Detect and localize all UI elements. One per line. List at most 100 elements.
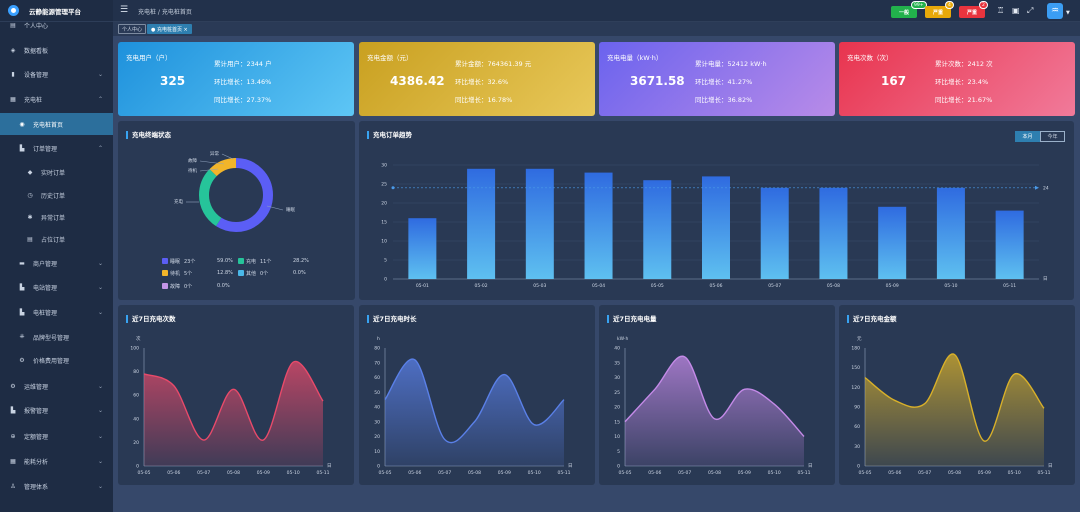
x-tick-label: 05-06 xyxy=(888,470,901,476)
seg-year[interactable]: 今年 xyxy=(1040,131,1065,142)
stat-total: 累计次数：2412 次 xyxy=(935,60,993,68)
alarm-badge[interactable]: 严重 xyxy=(925,6,951,18)
unit-label: kW·h xyxy=(617,336,628,342)
stat-yoy: 同比增长：36.82% xyxy=(695,96,753,104)
pie-slice[interactable] xyxy=(199,158,273,232)
x-tick-label: 05-09 xyxy=(257,470,270,476)
stat-yoy: 同比增长：16.78% xyxy=(455,96,513,104)
x-tick-label: 05-07 xyxy=(918,470,931,476)
series-line[interactable] xyxy=(624,355,805,437)
series-line[interactable] xyxy=(143,361,324,441)
chevron-icon: ⌄ xyxy=(97,432,103,440)
x-tick-label: 05-03 xyxy=(533,283,546,289)
sidebar-item[interactable]: ⚙ 运维管理 ⌄ xyxy=(0,375,113,397)
qrcode-icon[interactable]: ▣ xyxy=(1012,6,1020,15)
shirt-icon[interactable]: ♖ xyxy=(997,6,1005,15)
menu-icon: ◉ xyxy=(19,120,25,128)
sidebar-item[interactable]: ▤ 个人中心 xyxy=(0,14,113,36)
legend-swatch xyxy=(162,283,168,289)
sidebar-item[interactable]: ✱ 异常订单 xyxy=(0,206,113,228)
legend-count: 5个 xyxy=(184,271,193,277)
bar[interactable] xyxy=(702,176,730,279)
x-axis-label: 日 xyxy=(1048,463,1053,469)
sidebar-item[interactable]: ⎈ 品牌型号管理 xyxy=(0,326,113,348)
sidebar-item[interactable]: ◉ 充电桩首页 xyxy=(0,113,113,135)
stat-yoy: 同比增长：27.37% xyxy=(214,96,272,104)
x-tick-label: 05-08 xyxy=(948,470,961,476)
fullscreen-icon[interactable]: ⤢ xyxy=(1027,6,1034,15)
x-axis-label: 日 xyxy=(568,463,573,469)
y-tick-label: 20 xyxy=(614,405,620,411)
bar[interactable] xyxy=(467,168,496,279)
menu-icon: ▙ xyxy=(19,283,25,291)
bar[interactable] xyxy=(760,187,789,279)
sidebar-item[interactable]: ▦ 充电桩 ⌃ xyxy=(0,88,113,110)
sidebar-item[interactable]: ▮ 设备管理 ⌄ xyxy=(0,63,113,85)
sidebar-item[interactable]: ▙ 订单管理 ⌃ xyxy=(0,137,113,159)
sidebar-item[interactable]: ▤ 占位订单 xyxy=(0,228,113,250)
series-line[interactable] xyxy=(864,353,1045,442)
callout-label: 异常 xyxy=(210,150,219,157)
legend-swatch xyxy=(238,270,244,276)
sidebar-item[interactable]: ▙ 电站管理 ⌄ xyxy=(0,276,113,298)
brand[interactable]: 云静能源管理平台 xyxy=(0,0,113,22)
x-tick-label: 05-09 xyxy=(886,283,899,289)
bar[interactable] xyxy=(584,172,613,279)
sidebar-item[interactable]: ▬ 商户管理 ⌄ xyxy=(0,252,113,274)
y-tick-label: 10 xyxy=(614,434,620,440)
sidebar-item[interactable]: ◈ 数据看板 xyxy=(0,39,113,61)
x-tick-label: 05-09 xyxy=(738,470,751,476)
tag-personal-center[interactable]: 个人中心 xyxy=(118,24,147,34)
bar[interactable] xyxy=(643,180,672,279)
bar[interactable] xyxy=(525,168,554,279)
panel-title: 近7日充电金额 xyxy=(847,315,897,323)
sidebar-item[interactable]: ⚙ 价格费用管理 xyxy=(0,349,113,371)
pie-slice[interactable] xyxy=(199,158,273,232)
panel-title: 充电终端状态 xyxy=(126,131,171,139)
breadcrumb: 充电桩 / 充电桩首页 xyxy=(138,9,192,16)
avatar-dropdown-icon[interactable]: ▼ xyxy=(1066,10,1070,16)
menu-icon: ⚙ xyxy=(10,382,16,390)
bar[interactable] xyxy=(995,210,1024,279)
sidebar-item[interactable]: ⊕ 定额管理 ⌄ xyxy=(0,425,113,447)
avatar[interactable]: ♒ xyxy=(1047,3,1063,19)
y-tick-label: 35 xyxy=(614,360,620,366)
tag-charging-home[interactable]: ● 充电桩首页 × xyxy=(147,24,192,34)
y-tick-label: 90 xyxy=(854,405,860,411)
sidebar-item[interactable]: ▦ 能耗分析 ⌄ xyxy=(0,450,113,472)
alarm-badge[interactable]: 严重 xyxy=(959,6,985,18)
stat-card: 充电电量（kW·h） 3671.58 累计电量：52412 kW·h 环比增长：41.… xyxy=(599,42,835,116)
sidebar-item[interactable]: ♙ 管理体系 ⌄ xyxy=(0,475,113,497)
x-tick-label: 05-11 xyxy=(1003,283,1016,289)
sidebar-item[interactable]: ◆ 实时订单 xyxy=(0,161,113,183)
y-tick-label: 10 xyxy=(381,239,387,245)
alarm-badge[interactable]: 一般 xyxy=(891,6,917,18)
y-tick-label: 0 xyxy=(617,464,620,470)
menu-label: 商户管理 xyxy=(33,260,58,268)
menu-toggle-icon[interactable]: ☰ xyxy=(120,5,129,15)
stat-mom: 环比增长：13.46% xyxy=(214,78,272,86)
y-tick-label: 40 xyxy=(374,405,380,411)
x-tick-label: 05-05 xyxy=(651,283,664,289)
bar[interactable] xyxy=(408,218,437,279)
menu-icon: ▙ xyxy=(10,406,16,414)
small-chart-panel: 近7日充电时长 0 10 20 30 40 50 60 70 80 h 日 05-05 05-06 05-0… xyxy=(359,305,595,485)
sidebar-item[interactable]: ▙ 报警管理 ⌄ xyxy=(0,399,113,421)
bar[interactable] xyxy=(936,187,965,279)
sidebar-item[interactable]: ◷ 历史订单 xyxy=(0,184,113,206)
x-tick-label: 05-07 xyxy=(768,283,781,289)
tag-label: 个人中心 xyxy=(122,26,143,33)
menu-icon: ◷ xyxy=(27,191,33,199)
bar[interactable] xyxy=(878,206,907,279)
sidebar-item[interactable]: ▙ 电桩管理 ⌄ xyxy=(0,301,113,323)
stat-value: 3671.58 xyxy=(630,74,685,88)
legend-name: 其他 xyxy=(246,271,257,277)
x-tick-label: 05-01 xyxy=(416,283,429,289)
x-tick-label: 05-07 xyxy=(438,470,451,476)
callout-line xyxy=(199,160,225,165)
series-line[interactable] xyxy=(384,358,565,444)
seg-month[interactable]: 本月 xyxy=(1015,131,1040,142)
callout-line xyxy=(221,153,234,160)
y-tick-label: 25 xyxy=(614,390,620,396)
bar[interactable] xyxy=(819,187,848,279)
